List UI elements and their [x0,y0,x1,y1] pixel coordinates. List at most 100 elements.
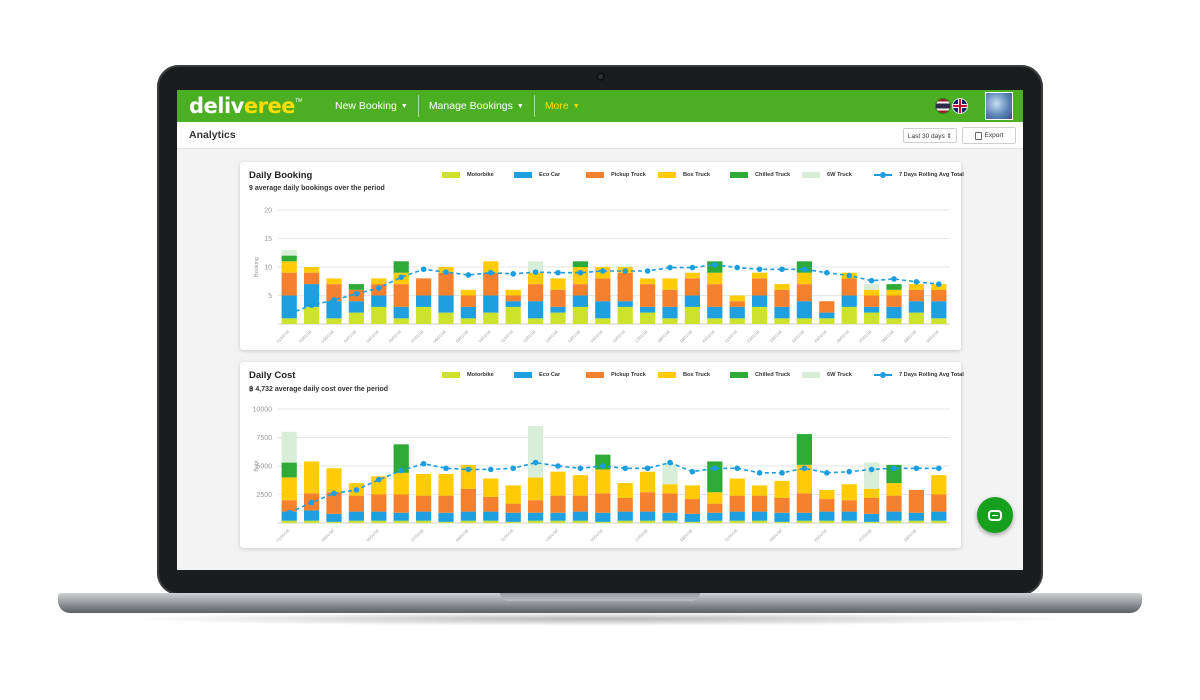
bar-segment[interactable] [460,289,477,296]
bar-segment[interactable] [550,289,566,307]
legend-eco-car[interactable]: Eco Car [514,172,586,178]
bar-segment[interactable] [729,511,745,521]
legend-chilled-truck[interactable]: Chilled Truck [730,372,802,378]
bar-segment[interactable] [460,511,477,521]
bar-segment[interactable] [931,289,947,302]
rolling-avg-point[interactable] [868,466,875,473]
bar-segment[interactable] [460,306,477,319]
bar-segment[interactable] [550,495,566,513]
bar-segment[interactable] [639,312,656,324]
bar-segment[interactable] [281,511,297,521]
bar-segment[interactable] [617,511,633,521]
bar-segment[interactable] [707,284,723,307]
bar-segment[interactable] [729,495,745,512]
bar-segment[interactable] [527,426,544,478]
bar-segment[interactable] [707,272,723,285]
rolling-avg-point[interactable] [555,463,561,469]
date-range-select[interactable]: Last 30 days ⇕ [902,128,957,143]
bar-segment[interactable] [505,485,521,504]
rolling-avg-point[interactable] [555,269,561,276]
bar-segment[interactable] [863,521,880,523]
bar-segment[interactable] [348,495,365,512]
rolling-avg-point[interactable] [286,310,292,317]
rolling-avg-point[interactable] [734,264,740,271]
rolling-avg-point[interactable] [420,460,427,467]
rolling-avg-point[interactable] [644,465,651,472]
bar-segment[interactable] [326,284,342,302]
rolling-avg-point[interactable] [891,465,897,472]
bar-segment[interactable] [819,499,835,512]
bar-segment[interactable] [572,495,589,512]
bar-segment[interactable] [505,503,521,513]
bar-segment[interactable] [326,278,342,285]
bar-segment[interactable] [393,494,409,513]
bar-segment[interactable] [774,284,790,290]
rolling-avg-point[interactable] [420,266,427,273]
bar-segment[interactable] [595,469,611,494]
bar-segment[interactable] [572,267,589,285]
legend-box-truck[interactable]: Box Truck [658,372,730,378]
bar-segment[interactable] [639,520,656,523]
bar-segment[interactable] [617,520,633,523]
bar-segment[interactable] [326,521,342,523]
bar-segment[interactable] [438,512,454,522]
bar-segment[interactable] [348,284,365,290]
bar-segment[interactable] [774,480,790,498]
bar-segment[interactable] [483,496,499,512]
rolling-avg-point[interactable] [443,465,449,472]
bar-segment[interactable] [774,289,790,307]
rolling-avg-point[interactable] [734,465,740,472]
bar-segment[interactable] [819,301,835,313]
bar-segment[interactable] [886,295,902,307]
bar-segment[interactable] [863,462,880,489]
bar-segment[interactable] [617,272,633,302]
bar-segment[interactable] [863,284,880,290]
rolling-avg-point[interactable] [376,285,382,291]
rolling-avg-point[interactable] [891,276,897,282]
chat-button[interactable] [977,497,1013,533]
rolling-avg-point[interactable] [286,509,292,516]
bar-segment[interactable] [931,318,947,324]
rolling-avg-point[interactable] [532,459,539,466]
bar-segment[interactable] [863,488,880,498]
bar-segment[interactable] [662,463,678,485]
bar-segment[interactable] [527,512,544,521]
bar-segment[interactable] [684,521,701,523]
bar-segment[interactable] [819,489,835,500]
bar-segment[interactable] [774,318,790,324]
bar-segment[interactable] [796,520,813,523]
bar-segment[interactable] [863,312,880,324]
bar-segment[interactable] [505,512,521,522]
rolling-avg-point[interactable] [689,264,696,271]
export-button[interactable]: Export [962,127,1016,144]
rolling-avg-point[interactable] [398,274,404,281]
nav-more[interactable]: More ▼ [535,94,590,118]
bar-segment[interactable] [662,289,678,307]
rolling-avg-point[interactable] [824,470,830,476]
bar-segment[interactable] [393,261,409,273]
bar-segment[interactable] [393,284,409,307]
bar-segment[interactable] [617,306,633,324]
thai-flag-icon[interactable] [936,99,950,113]
bar-segment[interactable] [505,306,521,324]
bar-segment[interactable] [483,520,499,523]
bar-segment[interactable] [751,295,768,307]
bar-segment[interactable] [863,306,880,313]
rolling-avg-point[interactable] [331,297,337,303]
rolling-avg-point[interactable] [801,266,808,273]
bar-segment[interactable] [527,261,544,273]
bar-segment[interactable] [595,512,611,522]
bar-segment[interactable] [595,454,611,470]
bar-segment[interactable] [774,497,790,513]
bar-segment[interactable] [483,261,499,273]
bar-segment[interactable] [550,278,566,290]
bar-segment[interactable] [751,278,768,296]
rolling-avg-point[interactable] [600,268,606,274]
bar-segment[interactable] [438,521,454,523]
legend-pickup-truck[interactable]: Pickup Truck [586,372,658,378]
bar-segment[interactable] [505,289,521,296]
bar-segment[interactable] [303,520,320,523]
bar-segment[interactable] [684,485,701,500]
bar-segment[interactable] [931,520,947,523]
bar-segment[interactable] [796,318,813,324]
